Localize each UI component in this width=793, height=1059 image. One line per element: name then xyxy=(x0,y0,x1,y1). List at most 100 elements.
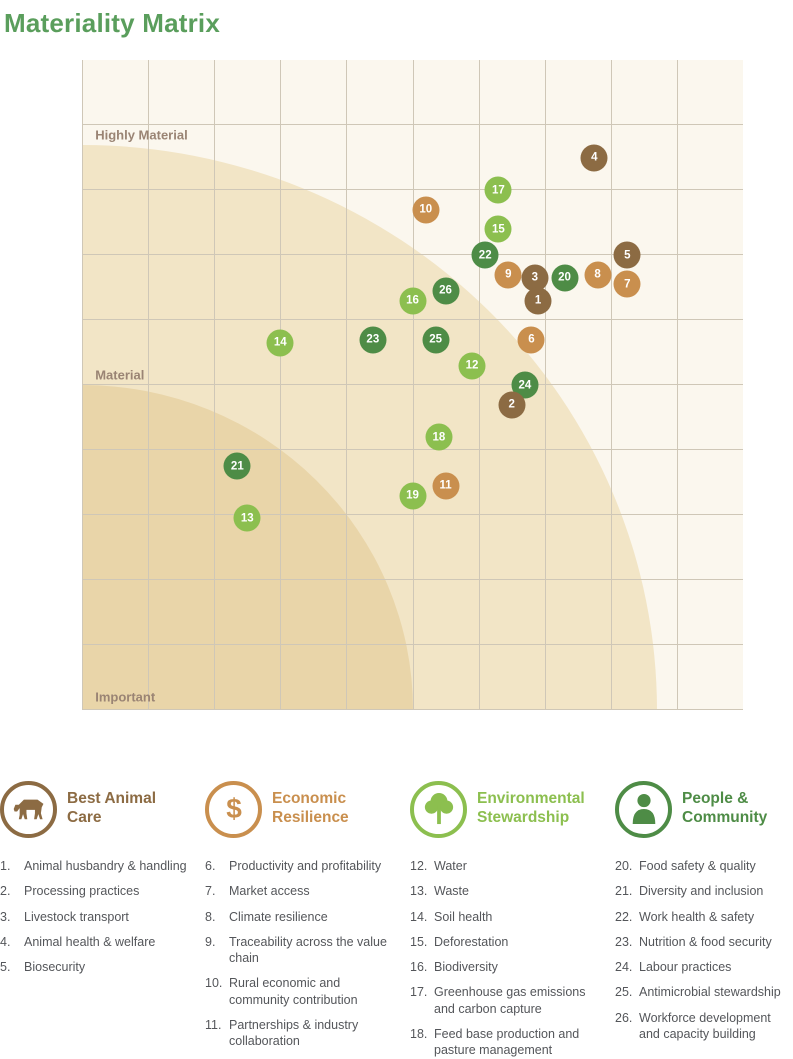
legend-item-label: Workforce development and capacity build… xyxy=(639,1010,771,1041)
legend-category-name-line: Care xyxy=(67,809,102,826)
legend-item-number: 10. xyxy=(205,976,223,991)
matrix-point-16: 16 xyxy=(399,287,426,314)
legend-item-label: Feed base production and pasture managem… xyxy=(434,1026,580,1057)
legend-category-people_community: People & Community xyxy=(615,778,793,840)
legend-category-name: Best Animal Care xyxy=(67,790,156,828)
matrix-point-19: 19 xyxy=(399,482,426,509)
matrix-point-3: 3 xyxy=(521,264,549,292)
legend-item-label: Animal health & welfare xyxy=(24,934,156,949)
legend-item-label: Antimicrobial stewardship xyxy=(639,985,781,1000)
legend-category-name-line: Environmental xyxy=(477,790,585,808)
legend-item-number: 9. xyxy=(205,934,216,949)
legend-item: 11. Partnerships & industry collaboration xyxy=(205,1017,410,1050)
legend-item-label: Labour practices xyxy=(639,960,732,974)
legend-header-row: Best Animal Care $ Economic Resilience Enviro… xyxy=(0,778,793,840)
gridline xyxy=(82,449,743,450)
legend-item: 22. Work health & safety xyxy=(615,909,793,925)
legend-item-number: 25. xyxy=(615,985,633,1000)
legend-category-header: Environmental Stewardship xyxy=(410,778,615,840)
matrix-point-23: 23 xyxy=(359,326,387,353)
legend-item-number: 22. xyxy=(615,909,633,924)
legend-item-label: Rural economic and community contributio… xyxy=(229,976,358,1007)
legend-item: 18. Feed base production and pasture mana… xyxy=(410,1026,615,1059)
legend-item: 6. Productivity and profitability xyxy=(205,858,410,874)
gridline xyxy=(412,60,414,710)
legend-category-header: $ Economic Resilience xyxy=(205,778,410,840)
matrix-point-20: 20 xyxy=(551,264,579,292)
legend-item-list: 20. Food safety & quality 21. Diversity and… xyxy=(615,858,793,1059)
legend-item-number: 20. xyxy=(615,859,633,873)
gridline xyxy=(82,644,743,645)
tree-icon xyxy=(410,780,467,838)
matrix-point-9: 9 xyxy=(494,261,522,288)
legend-item: 26. Workforce development and capacity bu… xyxy=(615,1010,793,1043)
dollar-icon: $ xyxy=(205,780,262,838)
plot-area: Financial significance 01020304050607080… xyxy=(82,60,743,710)
gridline xyxy=(82,124,743,125)
gridline xyxy=(82,384,743,385)
legend-item-list: 6. Productivity and profitability 7. Market… xyxy=(205,858,410,1059)
person-icon xyxy=(615,780,672,838)
legend-item-label: Nutrition & food security xyxy=(639,934,772,949)
legend-item-number: 8. xyxy=(205,909,216,924)
legend-item: 3. Livestock transport xyxy=(0,909,205,925)
legend-item-number: 1. xyxy=(0,859,11,873)
cow-icon xyxy=(0,780,57,838)
gridline xyxy=(346,60,348,710)
legend-item-label: Food safety & quality xyxy=(639,859,756,873)
gridline xyxy=(82,319,743,320)
legend-item-number: 23. xyxy=(615,934,633,949)
legend-category-environmental_stewardship: Environmental Stewardship xyxy=(410,778,615,840)
matrix-point-11: 11 xyxy=(432,472,460,500)
legend-item: 14. Soil health xyxy=(410,909,615,925)
legend-item-number: 5. xyxy=(0,960,11,974)
matrix-point-13: 13 xyxy=(233,504,261,532)
legend-item-label: Soil health xyxy=(434,909,493,924)
legend-item-number: 13. xyxy=(410,884,428,899)
legend-item: 21. Diversity and inclusion xyxy=(615,883,793,899)
gridline xyxy=(82,709,743,710)
legend-category-name-line: Best Animal xyxy=(67,790,157,808)
legend-item-number: 26. xyxy=(615,1010,633,1025)
gridline xyxy=(280,60,282,710)
legend-category-name-line: Stewardship xyxy=(477,809,570,826)
legend-category-name-line: Community xyxy=(682,809,768,826)
legend-item-number: 6. xyxy=(205,859,216,873)
legend-list-row: 1. Animal husbandry & handling 2. Processin… xyxy=(0,840,793,1059)
legend-category-best_animal_care: Best Animal Care xyxy=(0,778,205,840)
legend-item: 20. Food safety & quality xyxy=(615,858,793,874)
legend-item: 4. Animal health & welfare xyxy=(0,934,205,950)
legend-category-name: Economic Resilience xyxy=(272,790,349,828)
legend-item: 23. Nutrition & food security xyxy=(615,934,793,950)
legend-item-list: 1. Animal husbandry & handling 2. Processin… xyxy=(0,858,205,1059)
gridline xyxy=(676,60,678,710)
zone-label: Material xyxy=(95,367,145,383)
legend-item-number: 15. xyxy=(410,934,428,949)
legend-item: 1. Animal husbandry & handling xyxy=(0,858,205,874)
legend: Best Animal Care $ Economic Resilience Enviro… xyxy=(0,778,793,1059)
matrix-point-8: 8 xyxy=(584,261,612,288)
legend-item: 25. Antimicrobial stewardship xyxy=(615,984,793,1000)
matrix-point-22: 22 xyxy=(471,241,499,269)
legend-category-economic_resilience: $ Economic Resilience xyxy=(205,778,410,840)
legend-item: 10. Rural economic and community contribu… xyxy=(205,975,410,1008)
matrix-point-7: 7 xyxy=(613,270,641,298)
gridline xyxy=(82,60,83,710)
matrix-point-18: 18 xyxy=(425,423,453,451)
legend-category-header: Best Animal Care xyxy=(0,778,205,840)
legend-category-name-line: Resilience xyxy=(272,809,349,826)
gridline xyxy=(478,60,480,710)
legend-item-label: Processing practices xyxy=(24,884,140,899)
legend-item: 5. Biosecurity xyxy=(0,959,205,975)
legend-item-number: 12. xyxy=(410,859,428,873)
matrix-point-25: 25 xyxy=(422,326,450,353)
legend-item-label: Livestock transport xyxy=(24,909,129,924)
matrix-point-12: 12 xyxy=(458,352,486,379)
legend-item-number: 16. xyxy=(410,960,428,974)
legend-item-list: 12. Water 13. Waste 14. Soil health 15. Defores… xyxy=(410,858,615,1059)
legend-item-label: Biosecurity xyxy=(24,960,86,974)
legend-category-name: Environmental Stewardship xyxy=(477,790,585,828)
page-title: Materiality Matrix xyxy=(4,8,221,38)
zone-label: Important xyxy=(95,689,156,705)
